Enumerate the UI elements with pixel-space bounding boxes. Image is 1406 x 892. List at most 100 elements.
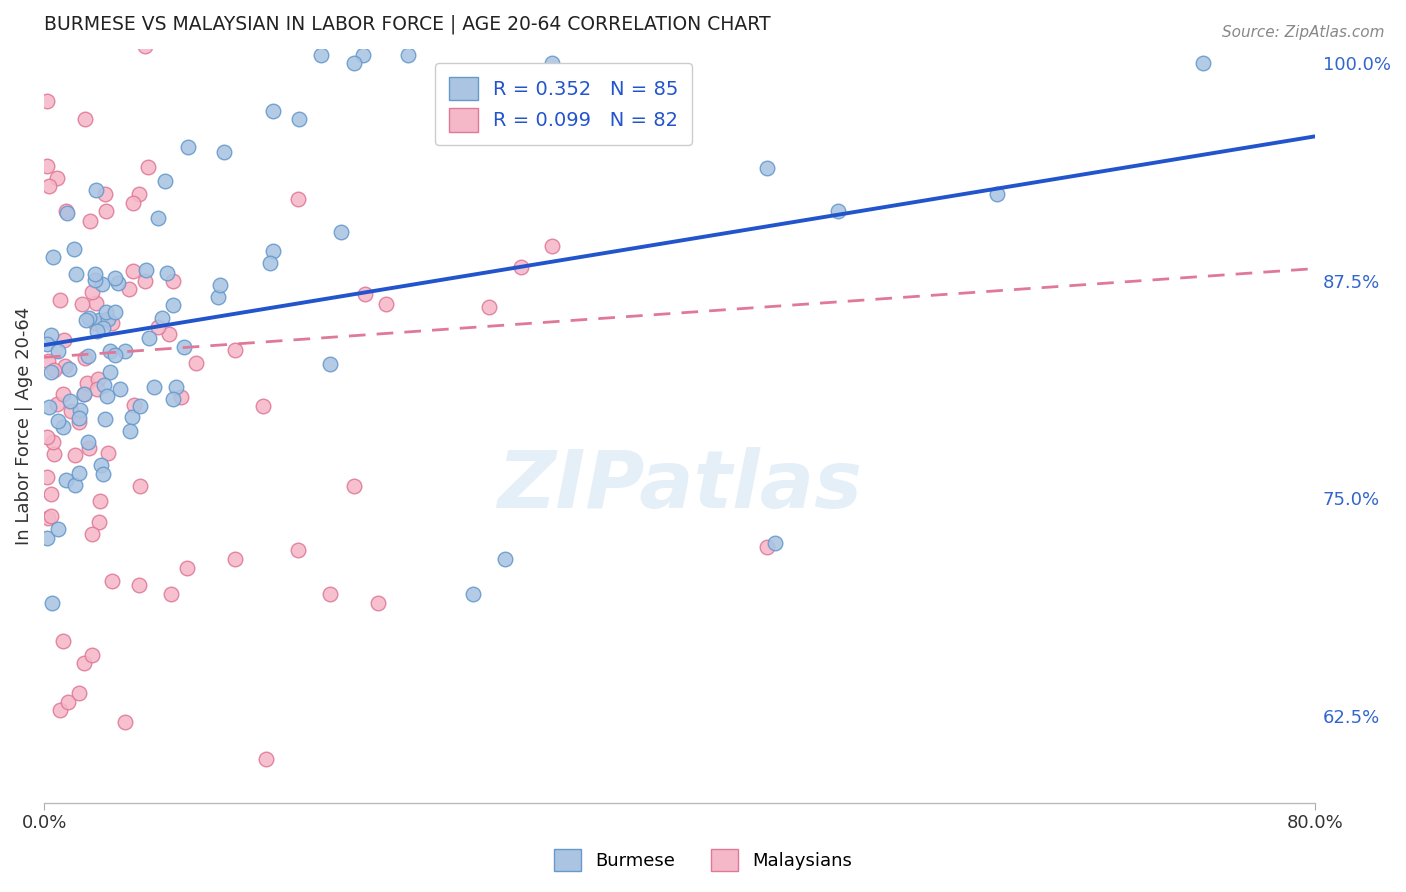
Point: [45, 397, 67, 411]
Point: [262, 244, 284, 258]
Point: [1192, 56, 1215, 70]
Point: [65, 267, 87, 281]
Point: [83, 273, 105, 287]
Point: [39, 365, 62, 379]
Point: [73, 387, 96, 401]
Point: [212, 145, 235, 160]
Point: [84, 317, 107, 331]
Point: [118, 282, 141, 296]
Point: [287, 192, 309, 206]
Point: [589, 109, 612, 123]
Point: [73, 112, 96, 126]
Point: [478, 300, 501, 314]
Point: [37, 94, 59, 108]
Point: [38, 179, 60, 194]
Point: [89, 494, 111, 508]
Point: [63, 242, 86, 256]
Point: [70, 296, 93, 310]
Point: [136, 160, 159, 174]
Point: [39, 487, 62, 501]
Point: [176, 561, 198, 575]
Point: [541, 56, 564, 70]
Point: [77, 441, 100, 455]
Point: [122, 195, 145, 210]
Point: [134, 274, 156, 288]
Point: [91, 321, 114, 335]
Point: [287, 543, 309, 558]
Point: [84, 268, 107, 282]
Point: [309, 47, 332, 62]
Point: [42, 363, 65, 377]
Point: [37, 160, 59, 174]
Legend: Burmese, Malaysians: Burmese, Malaysians: [547, 842, 859, 879]
Point: [97, 311, 120, 326]
Point: [146, 211, 169, 225]
Text: ZIPatlas: ZIPatlas: [496, 447, 862, 525]
Point: [374, 297, 396, 311]
Point: [114, 343, 136, 358]
Point: [104, 304, 127, 318]
Point: [52, 420, 75, 434]
Point: [52, 333, 75, 347]
Point: [82, 285, 104, 299]
Point: [58, 361, 80, 376]
Point: [121, 264, 143, 278]
Text: Source: ZipAtlas.com: Source: ZipAtlas.com: [1222, 25, 1385, 40]
Point: [153, 174, 176, 188]
Point: [90, 458, 112, 473]
Point: [37, 430, 59, 444]
Point: [256, 752, 278, 766]
Point: [59, 393, 82, 408]
Point: [93, 467, 115, 481]
Point: [49, 293, 72, 307]
Point: [67, 466, 90, 480]
Point: [262, 103, 284, 118]
Point: [157, 326, 180, 341]
Point: [96, 389, 118, 403]
Point: [52, 387, 75, 401]
Point: [134, 39, 156, 54]
Point: [259, 255, 281, 269]
Point: [41, 596, 63, 610]
Text: BURMESE VS MALAYSIAN IN LABOR FORCE | AGE 20-64 CORRELATION CHART: BURMESE VS MALAYSIAN IN LABOR FORCE | AG…: [44, 15, 770, 35]
Point: [77, 310, 100, 325]
Point: [138, 331, 160, 345]
Point: [55, 473, 77, 487]
Point: [38, 400, 60, 414]
Point: [42, 250, 65, 264]
Y-axis label: In Labor Force | Age 20-64: In Labor Force | Age 20-64: [15, 307, 32, 545]
Point: [494, 552, 516, 566]
Point: [67, 410, 90, 425]
Point: [37, 353, 59, 368]
Point: [252, 400, 274, 414]
Point: [49, 703, 72, 717]
Point: [155, 266, 177, 280]
Point: [46, 522, 69, 536]
Point: [41, 509, 63, 524]
Point: [224, 552, 246, 566]
Point: [100, 574, 122, 588]
Point: [162, 274, 184, 288]
Point: [128, 578, 150, 592]
Point: [108, 383, 131, 397]
Point: [60, 404, 83, 418]
Point: [129, 400, 152, 414]
Point: [329, 225, 352, 239]
Point: [67, 686, 90, 700]
Point: [86, 382, 108, 396]
Point: [165, 379, 187, 393]
Point: [63, 478, 86, 492]
Point: [121, 409, 143, 424]
Point: [763, 536, 786, 550]
Point: [86, 324, 108, 338]
Legend: R = 0.352   N = 85, R = 0.099   N = 82: R = 0.352 N = 85, R = 0.099 N = 82: [434, 63, 692, 145]
Point: [37, 510, 59, 524]
Point: [37, 531, 59, 545]
Point: [52, 633, 75, 648]
Point: [56, 695, 79, 709]
Point: [42, 435, 65, 450]
Point: [73, 657, 96, 671]
Point: [135, 263, 157, 277]
Point: [37, 469, 59, 483]
Point: [53, 359, 76, 373]
